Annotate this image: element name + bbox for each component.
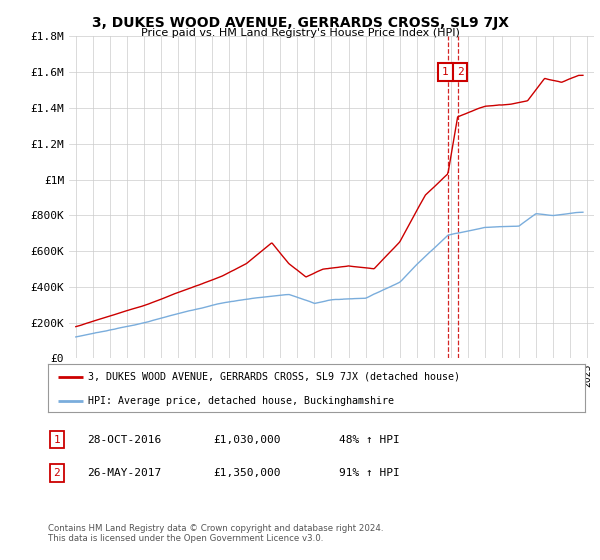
Text: 26-MAY-2017: 26-MAY-2017 bbox=[87, 468, 161, 478]
Text: 91% ↑ HPI: 91% ↑ HPI bbox=[339, 468, 400, 478]
Text: 3, DUKES WOOD AVENUE, GERRARDS CROSS, SL9 7JX (detached house): 3, DUKES WOOD AVENUE, GERRARDS CROSS, SL… bbox=[88, 372, 460, 382]
Text: 2: 2 bbox=[53, 468, 61, 478]
Text: This data is licensed under the Open Government Licence v3.0.: This data is licensed under the Open Gov… bbox=[48, 534, 323, 543]
Text: Contains HM Land Registry data © Crown copyright and database right 2024.: Contains HM Land Registry data © Crown c… bbox=[48, 524, 383, 533]
Text: 1: 1 bbox=[442, 67, 449, 77]
Text: Price paid vs. HM Land Registry's House Price Index (HPI): Price paid vs. HM Land Registry's House … bbox=[140, 28, 460, 38]
Text: 2: 2 bbox=[457, 67, 464, 77]
Text: HPI: Average price, detached house, Buckinghamshire: HPI: Average price, detached house, Buck… bbox=[88, 396, 394, 405]
Text: 1: 1 bbox=[53, 435, 61, 445]
Text: £1,350,000: £1,350,000 bbox=[213, 468, 281, 478]
Text: 48% ↑ HPI: 48% ↑ HPI bbox=[339, 435, 400, 445]
Text: 28-OCT-2016: 28-OCT-2016 bbox=[87, 435, 161, 445]
Text: 3, DUKES WOOD AVENUE, GERRARDS CROSS, SL9 7JX: 3, DUKES WOOD AVENUE, GERRARDS CROSS, SL… bbox=[91, 16, 509, 30]
Text: £1,030,000: £1,030,000 bbox=[213, 435, 281, 445]
